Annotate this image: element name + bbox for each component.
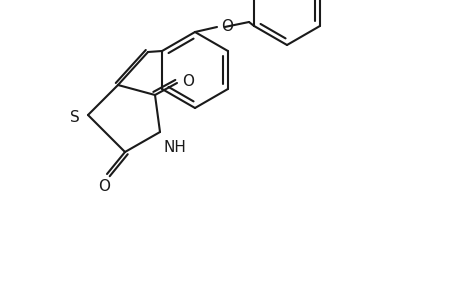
Text: NH: NH bbox=[164, 140, 186, 155]
Text: O: O bbox=[182, 74, 194, 88]
Text: O: O bbox=[98, 179, 110, 194]
Text: O: O bbox=[220, 19, 233, 34]
Text: S: S bbox=[70, 110, 80, 124]
